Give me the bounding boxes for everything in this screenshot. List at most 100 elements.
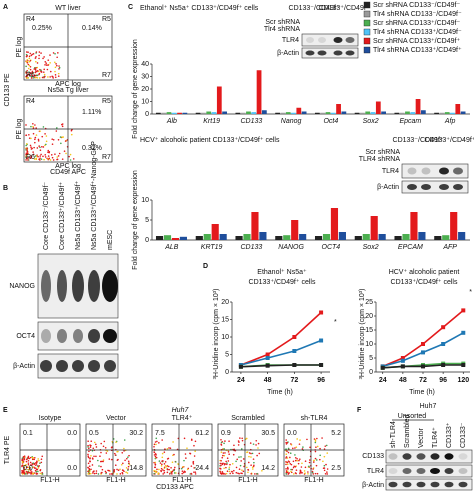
event-dot	[40, 458, 43, 460]
event-dot	[39, 159, 41, 161]
bar	[179, 236, 187, 240]
event-dot	[123, 439, 126, 441]
event-dot	[163, 467, 166, 470]
event-dot	[31, 463, 34, 466]
event-dot	[26, 466, 28, 468]
x-tick-label: 72	[419, 377, 427, 384]
event-dot	[46, 68, 49, 71]
event-dot	[31, 70, 34, 73]
y-tick-label: 5	[225, 351, 229, 358]
event-dot	[313, 438, 316, 440]
event-dot	[106, 450, 109, 452]
x-tick-label: 72	[290, 377, 298, 384]
bar	[362, 234, 370, 240]
event-dot	[245, 437, 248, 440]
event-dot	[26, 54, 28, 57]
event-dot	[26, 150, 29, 152]
event-dot	[228, 440, 230, 442]
event-dot	[35, 473, 38, 475]
event-dot	[256, 472, 259, 475]
point	[265, 352, 270, 357]
point	[265, 356, 270, 360]
blot	[401, 163, 469, 179]
legend-label: Scr shRNA CD133⁺/CD49f⁻	[373, 20, 460, 27]
event-dot	[286, 463, 289, 466]
event-dot	[308, 465, 310, 468]
bar	[219, 234, 227, 240]
bar	[251, 212, 259, 240]
event-dot	[314, 457, 317, 460]
event-dot	[56, 158, 59, 161]
event-dot	[161, 463, 163, 466]
event-dot	[29, 68, 32, 71]
event-dot	[306, 438, 308, 441]
event-dot	[21, 473, 24, 475]
event-dot	[72, 158, 75, 160]
event-dot	[220, 443, 222, 446]
event-dot	[49, 70, 52, 73]
event-dot	[246, 451, 248, 454]
event-dot	[25, 473, 27, 475]
event-dot	[255, 439, 258, 442]
bar	[378, 234, 386, 240]
bar	[370, 112, 376, 114]
event-dot	[87, 473, 90, 475]
event-dot	[292, 466, 295, 469]
event-dot	[153, 461, 155, 464]
event-dot	[90, 468, 92, 471]
event-dot	[88, 467, 91, 470]
event-dot	[87, 456, 90, 459]
quadrant-value: 30.2	[129, 430, 143, 437]
event-dot	[29, 52, 32, 55]
quadrant-value: 30.5	[261, 430, 275, 437]
event-dot	[185, 457, 187, 459]
event-dot	[235, 460, 237, 463]
event-dot	[247, 468, 249, 471]
event-dot	[313, 459, 315, 462]
event-dot	[31, 147, 33, 150]
event-dot	[33, 68, 35, 70]
event-dot	[31, 456, 34, 459]
blot-band	[345, 37, 355, 43]
blot-band	[345, 50, 355, 56]
event-dot	[105, 471, 108, 474]
event-dot	[64, 140, 67, 142]
event-dot	[54, 52, 56, 55]
lane-label: Ns5a CD133⁺/CD49f⁺	[75, 180, 82, 250]
event-dot	[28, 137, 31, 139]
series-line	[382, 309, 464, 368]
event-dot	[257, 442, 260, 445]
event-dot	[104, 470, 107, 473]
event-dot	[54, 61, 56, 64]
bar	[206, 111, 212, 114]
event-dot	[30, 125, 32, 128]
event-dot	[48, 150, 51, 153]
axis-label: Time (h)	[409, 389, 435, 396]
bar	[444, 112, 450, 114]
bar	[203, 234, 211, 240]
event-dot	[315, 464, 318, 467]
event-dot	[238, 441, 240, 443]
event-dot	[87, 440, 89, 443]
event-dot	[92, 472, 94, 474]
event-dot	[47, 149, 50, 152]
event-dot	[35, 127, 37, 129]
event-dot	[175, 472, 177, 474]
event-dot	[226, 462, 228, 464]
event-dot	[35, 60, 37, 63]
blot-band	[458, 468, 468, 474]
event-dot	[294, 472, 297, 474]
event-dot	[26, 58, 29, 61]
blot-band	[430, 468, 440, 474]
event-dot	[299, 439, 301, 441]
event-dot	[31, 74, 34, 77]
point	[400, 358, 405, 363]
event-dot	[114, 454, 117, 456]
event-dot	[89, 444, 91, 446]
event-dot	[109, 473, 111, 475]
event-dot	[122, 462, 124, 465]
region-label: R7	[102, 154, 111, 161]
bar	[301, 111, 307, 114]
event-dot	[225, 460, 227, 463]
legend-swatch	[363, 28, 371, 36]
